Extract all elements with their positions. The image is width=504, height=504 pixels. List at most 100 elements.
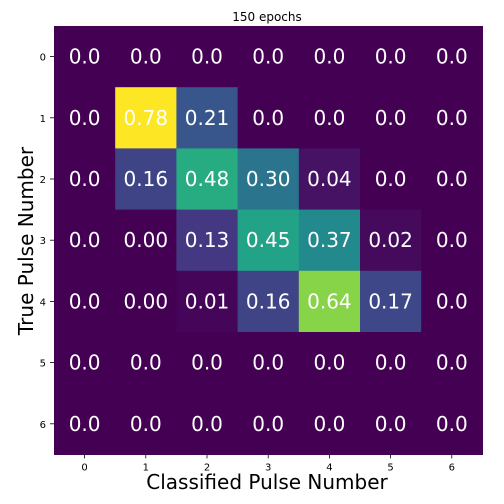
y-tick-label: 6 (40, 420, 46, 431)
heatmap-cell (360, 209, 422, 272)
heatmap-cell (176, 393, 239, 455)
cell-value-label: 0.01 (185, 289, 230, 313)
heatmap-cell (54, 148, 116, 211)
cell-value-label: 0.04 (307, 167, 352, 191)
heatmap-cell (298, 332, 361, 394)
x-tick-label: 5 (387, 462, 393, 473)
cell-value-label: 0.0 (191, 412, 223, 436)
cell-value-label: 0.00 (124, 228, 169, 252)
heatmap-cell (360, 148, 422, 211)
y-axis-label: True Pulse Number (14, 146, 38, 336)
heatmap-cell (176, 26, 239, 88)
y-tick-label: 0 (40, 53, 46, 64)
y-tick-label: 1 (40, 114, 46, 125)
cell-value-label: 0.0 (375, 106, 407, 130)
cell-value-label: 0.0 (69, 351, 101, 375)
heatmap-cell (237, 270, 300, 333)
heatmap-cell (298, 148, 361, 211)
cell-value-label: 0.45 (246, 228, 291, 252)
heatmap-cell (176, 148, 239, 211)
cell-value-label: 0.0 (130, 351, 162, 375)
cell-value-label: 0.0 (191, 45, 223, 69)
cell-value-label: 0.17 (368, 289, 413, 313)
x-axis-ticks: 0 1 2 3 4 5 6 (81, 454, 455, 473)
cell-value-label: 0.0 (69, 412, 101, 436)
cell-value-label: 0.0 (191, 351, 223, 375)
heatmap-cell (298, 26, 361, 88)
heatmap-cell (54, 209, 116, 272)
heatmap-cell (237, 332, 300, 394)
cell-value-label: 0.0 (252, 351, 284, 375)
cell-value-label: 0.0 (130, 45, 162, 69)
x-tick-label: 2 (204, 462, 210, 473)
x-tick-label: 4 (326, 462, 332, 473)
cell-value-label: 0.0 (436, 45, 468, 69)
cell-value-label: 0.16 (124, 167, 169, 191)
heatmap-cell (54, 26, 116, 88)
cell-value-label: 0.0 (436, 412, 468, 436)
cell-value-label: 0.48 (185, 167, 230, 191)
heatmap-cell (176, 87, 239, 149)
cell-value-label: 0.0 (313, 351, 345, 375)
cell-value-label: 0.0 (436, 289, 468, 313)
cell-value-label: 0.0 (69, 228, 101, 252)
cell-value-label: 0.30 (246, 167, 291, 191)
y-axis-ticks: 0 1 2 3 4 5 6 (40, 53, 54, 431)
heatmap-cell (421, 26, 483, 88)
heatmap-cell (360, 87, 422, 149)
cell-value-label: 0.0 (69, 289, 101, 313)
cell-value-label: 0.0 (69, 167, 101, 191)
cell-value-label: 0.0 (375, 351, 407, 375)
cell-value-label: 0.0 (313, 106, 345, 130)
heatmap-cell (421, 332, 483, 394)
y-tick-label: 2 (40, 175, 46, 186)
cell-value-label: 0.0 (69, 45, 101, 69)
heatmap-cell (421, 87, 483, 149)
cell-value-label: 0.0 (375, 412, 407, 436)
heatmap-cell (176, 332, 239, 394)
cell-value-label: 0.21 (185, 106, 230, 130)
heatmap-cell (115, 26, 177, 88)
y-tick-label: 4 (40, 297, 46, 308)
heatmap-cell (360, 270, 422, 333)
heatmap-cell (176, 270, 239, 333)
cell-value-label: 0.00 (124, 289, 169, 313)
x-tick-label: 1 (143, 462, 149, 473)
heatmap-cell (360, 26, 422, 88)
cell-value-label: 0.13 (185, 228, 230, 252)
heatmap-cell (360, 332, 422, 394)
cell-value-label: 0.0 (69, 106, 101, 130)
heatmap-cell (237, 148, 300, 211)
heatmap-cell (115, 209, 177, 272)
cell-value-label: 0.64 (307, 289, 352, 313)
cell-value-label: 0.16 (246, 289, 291, 313)
heatmap-cell (237, 393, 300, 455)
heatmap-cell (298, 393, 361, 455)
heatmap-cell (298, 270, 361, 333)
heatmap-cell (115, 393, 177, 455)
heatmap-cell (54, 393, 116, 455)
cell-value-label: 0.37 (307, 228, 352, 252)
heatmap-cell (115, 87, 177, 149)
cell-value-label: 0.0 (252, 45, 284, 69)
cell-value-label: 0.0 (130, 412, 162, 436)
heatmap-cell (360, 393, 422, 455)
x-tick-label: 3 (265, 462, 271, 473)
heatmap-cell (421, 209, 483, 272)
cell-value-label: 0.78 (124, 106, 169, 130)
x-tick-label: 0 (81, 462, 87, 473)
heatmap-cell (54, 332, 116, 394)
heatmap-cell (421, 148, 483, 211)
heatmap-cell (115, 270, 177, 333)
cell-value-label: 0.0 (252, 106, 284, 130)
y-tick-label: 3 (40, 236, 46, 247)
cell-value-label: 0.0 (313, 45, 345, 69)
x-tick-label: 6 (449, 462, 455, 473)
cell-value-label: 0.02 (368, 228, 413, 252)
heatmap-cell (237, 26, 300, 88)
cell-value-label: 0.0 (375, 167, 407, 191)
cell-value-label: 0.0 (313, 412, 345, 436)
y-tick-label: 5 (40, 359, 46, 370)
heatmap-cell (237, 87, 300, 149)
